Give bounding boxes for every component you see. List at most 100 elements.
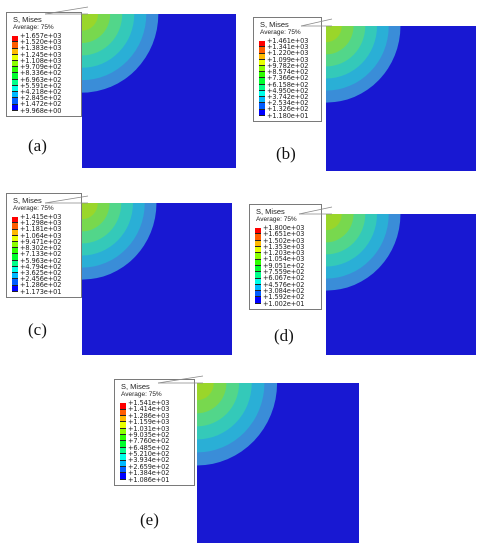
- legend-value: +1.415e+03: [20, 213, 62, 221]
- color-swatch: [255, 228, 261, 235]
- color-swatch: [120, 460, 126, 467]
- legend-value: +5.963e+02: [20, 256, 62, 265]
- legend-value: +1.592e+02: [263, 293, 305, 302]
- legend-title: S, Mises: [13, 15, 42, 24]
- contour-plot-panel: [251, 137, 476, 355]
- legend-value: +1.286e+03: [128, 411, 170, 420]
- legend-value: +9.051e+02: [263, 261, 305, 270]
- color-swatch: [255, 234, 261, 241]
- color-swatch: [12, 60, 18, 68]
- color-bar: [12, 217, 18, 292]
- arrow-shaft: [44, 195, 89, 204]
- legend-value: +4.794e+02: [20, 262, 62, 271]
- legend-value: +1.108e+03: [20, 56, 62, 65]
- color-swatch: [12, 223, 18, 230]
- color-swatch: [259, 47, 265, 54]
- legend-value: +1.520e+03: [20, 38, 62, 47]
- contour-plot: [7, 126, 232, 355]
- contour-plot-panel: [5, 0, 236, 168]
- color-swatch: [120, 473, 126, 480]
- legend-value: +1.502e+03: [263, 236, 305, 245]
- legend-title: S, Mises: [260, 20, 289, 29]
- legend-box: S, Mises Average: 75% +1.461e+03 +1.341e+03…: [253, 17, 322, 122]
- legend-title: S, Mises: [256, 207, 285, 216]
- color-swatch: [12, 48, 18, 55]
- contour-plot-panel: [251, 0, 476, 171]
- legend-box: S, Mises Average: 75% +1.541e+03 +1.414e+03…: [114, 379, 195, 486]
- legend-value: +1.031e+03: [128, 424, 170, 433]
- legend-value: +1.159e+03: [128, 418, 170, 427]
- color-swatch: [255, 284, 261, 292]
- legend-value: +8.336e+02: [20, 69, 62, 78]
- legend-value: +1.173e+01: [20, 287, 62, 296]
- color-swatch: [12, 104, 18, 111]
- legend-values: +1.541e+03 +1.414e+03 +1.286e+03 +1.159e+03…: [128, 399, 170, 483]
- color-swatch: [259, 97, 265, 104]
- legend-value: +1.298e+03: [20, 219, 62, 228]
- legend-value: +5.210e+02: [128, 450, 170, 458]
- color-bar: [255, 228, 261, 304]
- legend-value: +4.218e+02: [20, 87, 62, 96]
- corner-arrow-icon: [298, 206, 333, 215]
- color-swatch: [255, 291, 261, 298]
- legend-value: +9.709e+02: [20, 63, 62, 72]
- legend-value: +1.414e+03: [128, 405, 170, 414]
- contour-plot: [5, 0, 236, 168]
- arrow-shaft: [298, 206, 333, 215]
- color-swatch: [12, 73, 18, 80]
- color-swatch: [120, 441, 126, 448]
- legend-value: +4.576e+02: [263, 280, 305, 289]
- legend-value: +7.760e+02: [128, 437, 170, 446]
- arrow-shaft: [300, 18, 333, 27]
- color-swatch: [259, 72, 265, 79]
- color-swatch: [12, 85, 18, 93]
- legend-value: +5.591e+02: [20, 81, 62, 90]
- legend-value: +7.366e+02: [267, 74, 309, 83]
- legend-value: +1.220e+03: [267, 49, 309, 58]
- color-swatch: [12, 279, 18, 286]
- legend-values: +1.461e+03 +1.341e+03 +1.220e+03 +1.099e+03…: [267, 38, 308, 119]
- legend-box: S, Mises Average: 75% +1.657e+03 +1.520e+03…: [6, 12, 82, 117]
- legend-value: +3.934e+02: [128, 456, 170, 465]
- color-swatch: [120, 403, 126, 410]
- color-swatch: [255, 253, 261, 260]
- color-swatch: [259, 65, 265, 73]
- color-swatch: [12, 67, 18, 74]
- legend-value: +9.471e+02: [20, 237, 62, 246]
- legend-value: +9.035e+02: [128, 430, 170, 439]
- color-swatch: [12, 254, 18, 261]
- legend-value: +6.963e+02: [20, 75, 62, 84]
- color-bar: [12, 36, 18, 111]
- contour-plot: [251, 137, 476, 355]
- legend-value: +2.845e+02: [20, 94, 62, 103]
- legend-value: +1.541e+03: [128, 399, 170, 407]
- legend-value: +1.657e+03: [20, 32, 62, 40]
- legend-value: +3.625e+02: [20, 268, 62, 277]
- legend-value: +6.158e+02: [267, 80, 309, 89]
- corner-arrow-icon: [300, 18, 333, 27]
- color-swatch: [259, 41, 265, 48]
- legend-value: +1.383e+03: [20, 44, 62, 53]
- panel-caption: (c): [28, 320, 47, 339]
- color-swatch: [12, 42, 18, 49]
- color-swatch: [12, 241, 18, 249]
- legend-value: +9.968e+00: [20, 106, 62, 115]
- color-swatch: [259, 109, 265, 116]
- legend-value: +7.133e+02: [20, 250, 62, 259]
- legend-title: S, Mises: [121, 382, 150, 391]
- legend-value: +3.084e+02: [263, 286, 305, 295]
- legend-value: +2.534e+02: [267, 99, 309, 108]
- color-bar: [120, 403, 126, 480]
- legend-subtitle: Average: 75%: [121, 391, 162, 398]
- color-swatch: [12, 248, 18, 255]
- panel-caption: (b): [276, 144, 296, 163]
- color-swatch: [259, 59, 265, 66]
- color-swatch: [12, 273, 18, 280]
- color-swatch: [255, 247, 261, 254]
- legend-subtitle: Average: 75%: [13, 24, 54, 31]
- color-swatch: [120, 435, 126, 442]
- contour-plot: [116, 300, 359, 543]
- legend-value: +7.559e+02: [263, 268, 305, 277]
- corner-arrow-icon: [44, 195, 89, 204]
- panel-caption: (a): [28, 136, 47, 155]
